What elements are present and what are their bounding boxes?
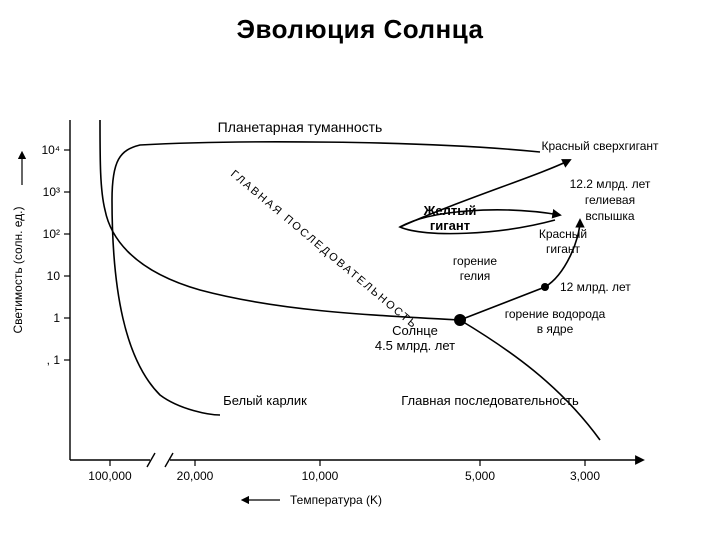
age-12: 12 млрд. лет — [560, 280, 631, 294]
sun-1: Солнце — [392, 323, 438, 338]
svg-text:10²: 10² — [43, 227, 60, 241]
evolution-curves — [100, 120, 600, 440]
svg-text:10⁴: 10⁴ — [41, 143, 60, 157]
svg-text:10³: 10³ — [43, 185, 60, 199]
helium-burn-1: горение — [453, 254, 497, 268]
svg-text:1: 1 — [53, 311, 60, 325]
helium-flash-1: 12.2 млрд. лет — [570, 177, 651, 191]
planetary-nebula: Планетарная туманность — [218, 119, 383, 135]
sun-2: 4.5 млрд. лет — [375, 338, 455, 353]
white-dwarf: Белый карлик — [223, 393, 307, 408]
yellow-giant-2: гигант — [430, 218, 470, 233]
hydrogen-burn-2: в ядре — [537, 322, 574, 336]
text-labels: Планетарная туманность ГЛАВНАЯ ПОСЛЕДОВАТ… — [218, 119, 659, 408]
page-title: Эволюция Солнца — [0, 14, 720, 45]
red-supergiant: Красный сверхгигант — [541, 139, 659, 153]
svg-text:Светимость (солн. ед.): Светимость (солн. ед.) — [11, 207, 25, 334]
svg-text:Температура (K): Температура (K) — [290, 493, 382, 507]
helium-burn-2: гелия — [460, 269, 491, 283]
sun-point — [454, 314, 466, 326]
svg-text:10: 10 — [47, 269, 61, 283]
svg-text:3,000: 3,000 — [570, 469, 600, 483]
hr-diagram-chart: 100,000 20,000 10,000 5,000 3,000 10⁴ 10³ 10² 10… — [0, 60, 720, 510]
svg-text:20,000: 20,000 — [177, 469, 214, 483]
hydrogen-burn-1: горение водорода — [505, 307, 606, 321]
svg-text:100,000: 100,000 — [88, 469, 132, 483]
main-sequence-lower — [460, 320, 600, 440]
main-sequence-diag: ГЛАВНАЯ ПОСЛЕДОВАТЕЛЬНОСТЬ — [228, 168, 420, 332]
svg-text:, 1: , 1 — [47, 353, 61, 367]
page: Эволюция Солнца 100,000 20,000 10,000 5,000… — [0, 0, 720, 540]
svg-text:10,000: 10,000 — [302, 469, 339, 483]
age12-point — [541, 283, 549, 291]
main-seq-lower: Главная последовательность — [401, 393, 579, 408]
helium-flash-3: вспышка — [585, 209, 635, 223]
helium-flash-2: гелиевая — [585, 193, 635, 207]
yellow-giant-1: Желтый — [423, 203, 477, 218]
svg-text:5,000: 5,000 — [465, 469, 495, 483]
red-giant-2: гигант — [546, 242, 580, 256]
red-giant-1: Красный — [539, 227, 587, 241]
